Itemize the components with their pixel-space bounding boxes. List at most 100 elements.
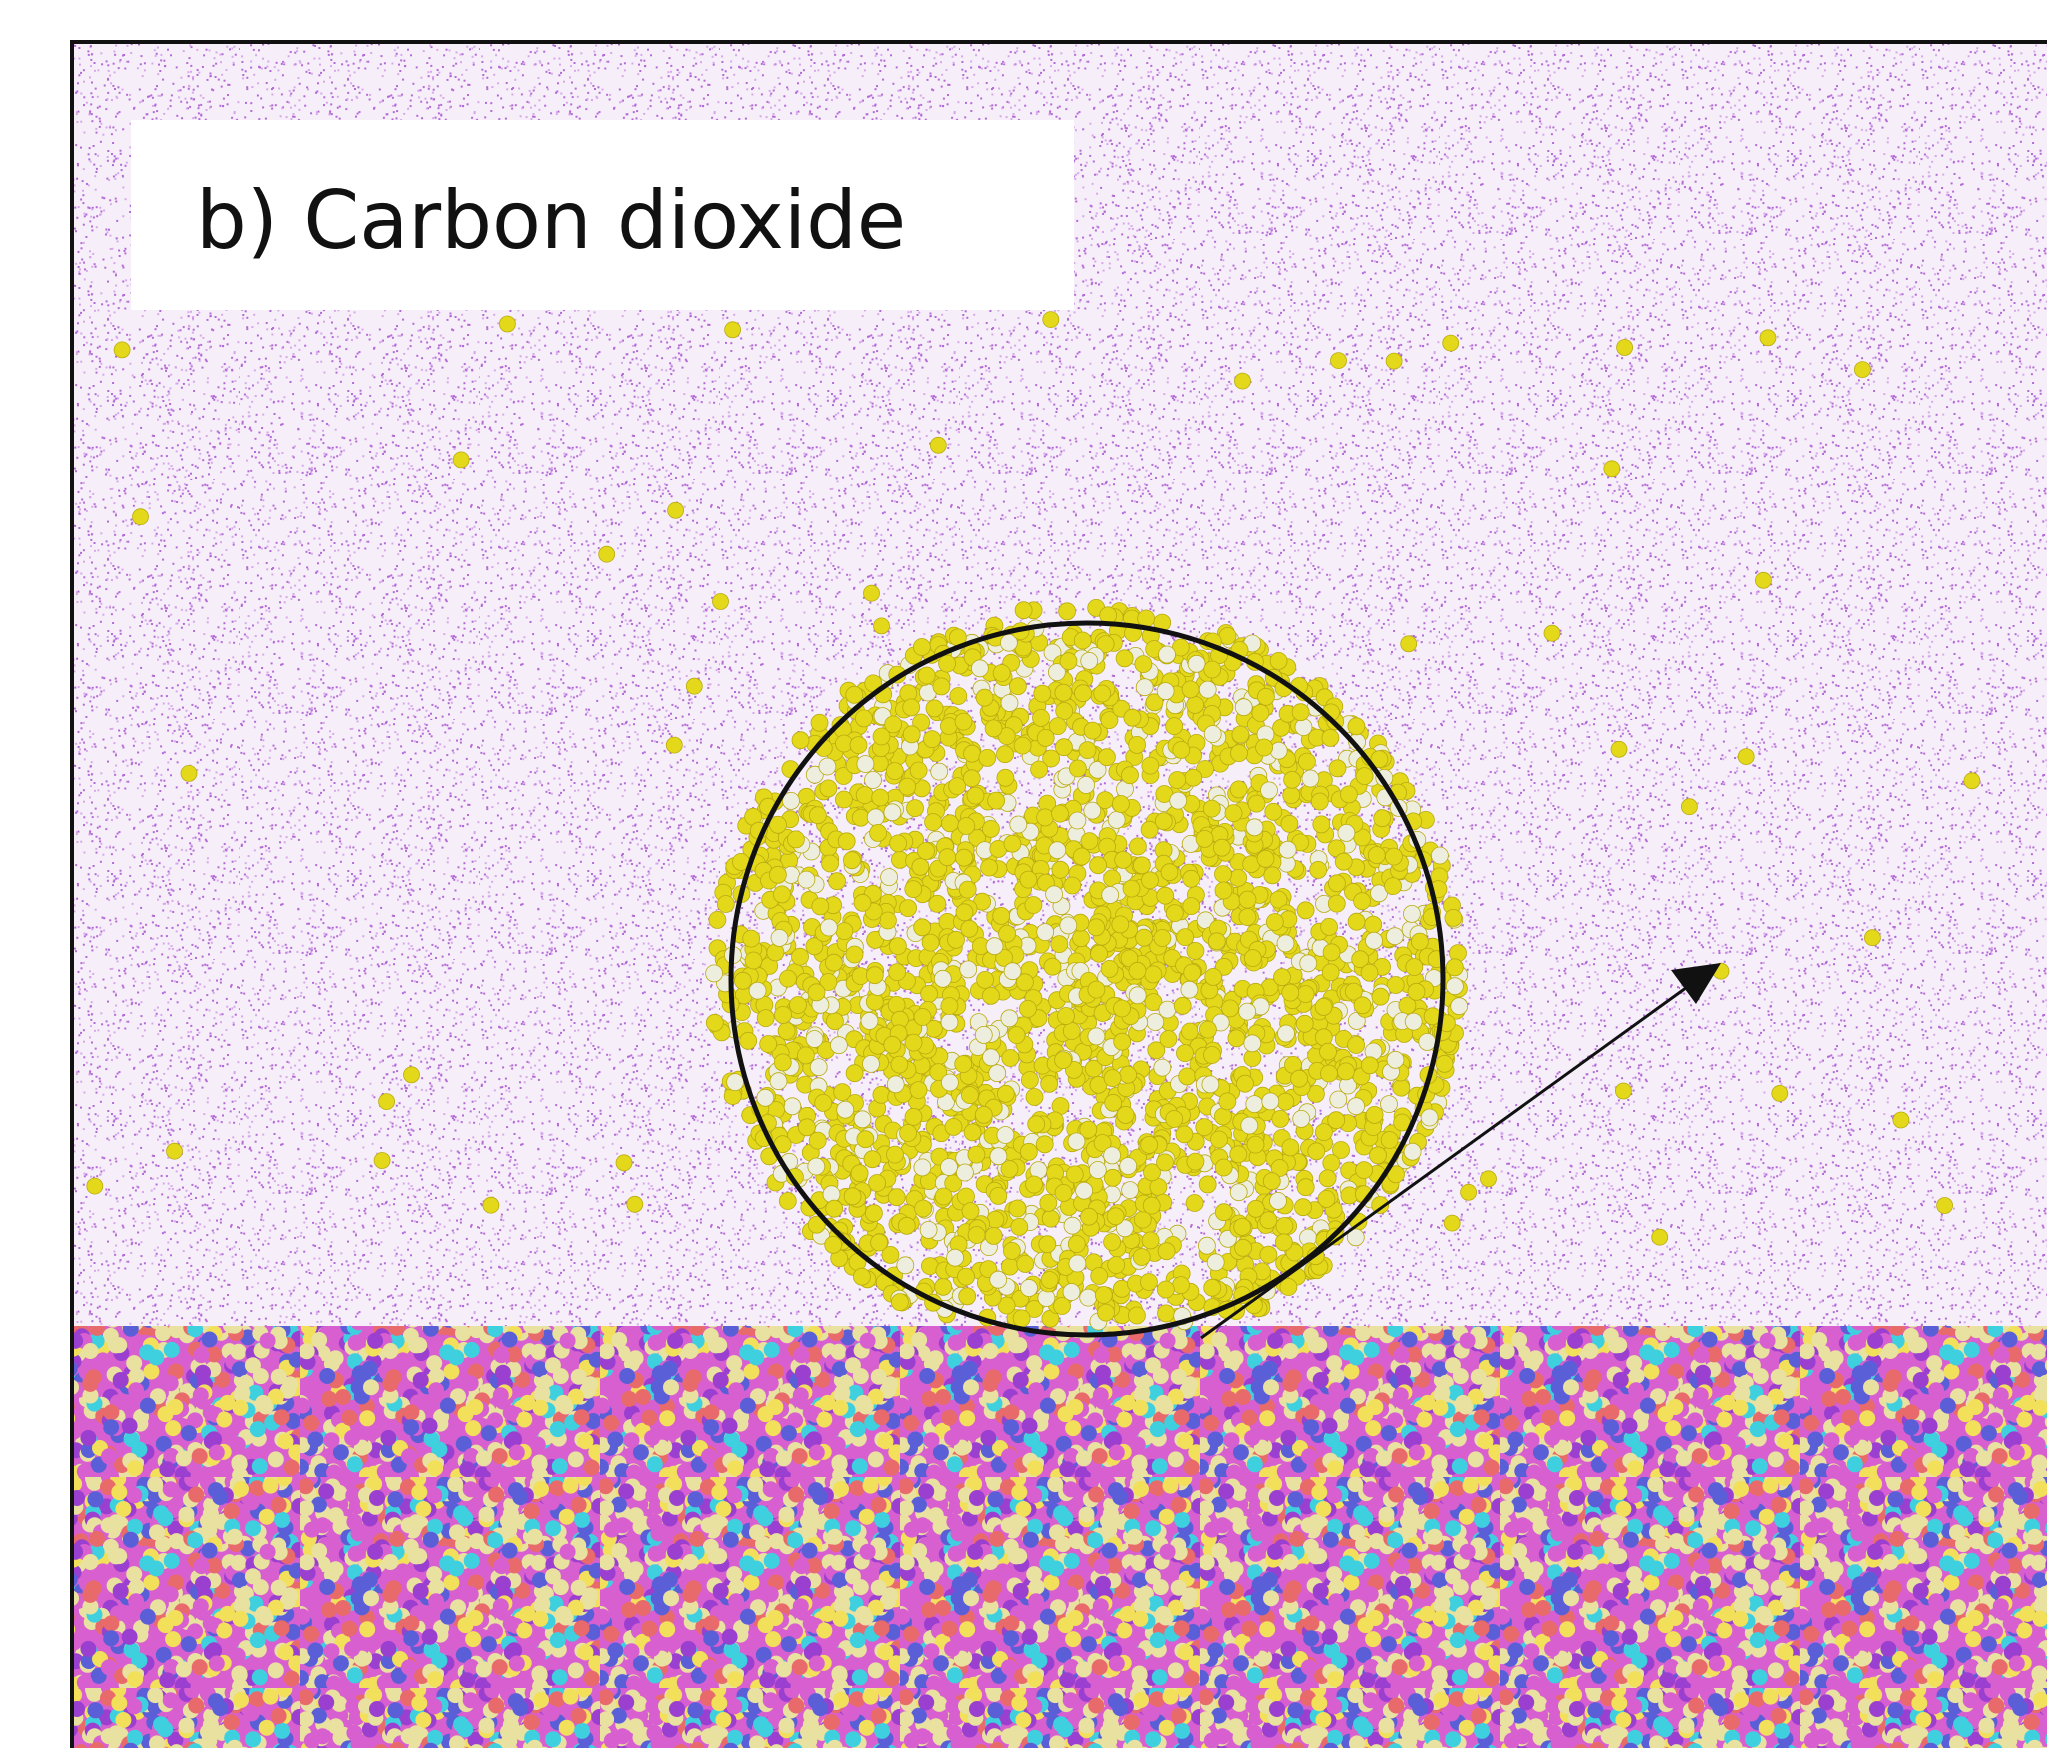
co2-molecule <box>941 998 958 1015</box>
co2-molecule <box>1001 1010 1018 1027</box>
co2-molecule <box>924 731 941 748</box>
co2-molecule <box>1179 1068 1196 1085</box>
co2-molecule <box>743 930 760 947</box>
co2-molecule <box>900 1125 917 1142</box>
free-co2 <box>666 737 682 753</box>
co2-molecule <box>1262 1093 1279 1110</box>
co2-molecule <box>1147 1014 1164 1031</box>
co2-molecule <box>985 720 1002 737</box>
co2-molecule <box>1385 878 1402 895</box>
co2-molecule <box>1173 741 1190 758</box>
co2-molecule <box>1097 792 1114 809</box>
simulation-snapshot: b) Carbon dioxide <box>0 0 2047 1748</box>
co2-molecule <box>1078 777 1095 794</box>
co2-molecule <box>1157 683 1174 700</box>
co2-molecule <box>1297 902 1314 919</box>
co2-molecule <box>1445 909 1462 926</box>
co2-molecule <box>871 1234 888 1251</box>
co2-molecule <box>1055 684 1072 701</box>
co2-molecule <box>1297 1179 1314 1196</box>
co2-molecule <box>1215 882 1232 899</box>
co2-molecule <box>1076 1182 1093 1199</box>
co2-molecule <box>822 855 839 872</box>
co2-molecule <box>784 1098 801 1115</box>
co2-molecule <box>820 919 837 936</box>
co2-molecule <box>1318 1190 1335 1207</box>
co2-molecule <box>1230 1146 1247 1163</box>
co2-molecule <box>939 655 956 672</box>
co2-molecule <box>869 1175 886 1192</box>
co2-molecule <box>1291 1070 1308 1087</box>
co2-molecule <box>1247 1136 1264 1153</box>
co2-molecule <box>861 1013 878 1030</box>
co2-molecule <box>1039 1236 1056 1253</box>
free-co2 <box>686 678 702 694</box>
co2-molecule <box>1064 1217 1081 1234</box>
co2-molecule <box>956 849 973 866</box>
co2-molecule <box>933 678 950 695</box>
co2-molecule <box>1232 726 1249 743</box>
co2-molecule <box>1270 1192 1287 1209</box>
co2-molecule <box>1114 1033 1131 1050</box>
co2-molecule <box>1129 736 1146 753</box>
co2-molecule <box>1338 824 1355 841</box>
co2-molecule <box>1320 1043 1337 1060</box>
co2-molecule <box>922 934 939 951</box>
co2-molecule <box>1184 964 1201 981</box>
co2-molecule <box>1102 887 1119 904</box>
co2-molecule <box>1015 602 1032 619</box>
co2-molecule <box>1211 1131 1228 1148</box>
co2-molecule <box>983 1049 1000 1066</box>
co2-molecule <box>1112 916 1129 933</box>
co2-molecule <box>1231 745 1248 762</box>
co2-molecule <box>1069 812 1086 829</box>
co2-molecule <box>891 1294 908 1311</box>
co2-molecule <box>872 789 889 806</box>
co2-molecule <box>1421 1109 1438 1126</box>
co2-molecule <box>1284 771 1301 788</box>
co2-molecule <box>1277 935 1294 952</box>
co2-molecule <box>1235 699 1252 716</box>
co2-molecule <box>918 667 935 684</box>
co2-molecule <box>709 911 726 928</box>
co2-molecule <box>1361 1057 1378 1074</box>
co2-molecule <box>1003 1242 1020 1259</box>
co2-molecule <box>806 1031 823 1048</box>
co2-molecule <box>956 1164 973 1181</box>
co2-molecule <box>912 858 929 875</box>
co2-molecule <box>1037 729 1054 746</box>
co2-molecule <box>1055 1184 1072 1201</box>
co2-molecule <box>899 778 916 795</box>
co2-molecule <box>1159 1001 1176 1018</box>
co2-molecule <box>1406 959 1423 976</box>
co2-molecule <box>884 804 901 821</box>
co2-molecule <box>1295 1199 1312 1216</box>
co2-molecule <box>812 898 829 915</box>
co2-molecule <box>1370 1147 1387 1164</box>
co2-molecule <box>1036 1136 1053 1153</box>
co2-molecule <box>1008 1027 1025 1044</box>
co2-molecule <box>925 814 942 831</box>
co2-molecule <box>989 1065 1006 1082</box>
co2-molecule <box>986 938 1003 955</box>
co2-molecule <box>873 1086 890 1103</box>
co2-molecule <box>1356 1162 1373 1179</box>
free-co2 <box>599 546 615 562</box>
co2-molecule <box>770 1073 787 1090</box>
co2-molecule <box>963 770 980 787</box>
co2-molecule <box>853 1268 870 1285</box>
co2-molecule <box>798 871 815 888</box>
co2-molecule <box>931 763 948 780</box>
co2-molecule <box>1270 652 1287 669</box>
co2-molecule <box>1108 811 1125 828</box>
free-co2 <box>483 1197 499 1213</box>
co2-molecule <box>1404 1143 1421 1160</box>
co2-molecule <box>825 954 842 971</box>
co2-molecule <box>935 1278 952 1295</box>
co2-molecule <box>1215 866 1232 883</box>
co2-molecule <box>1315 1124 1332 1141</box>
co2-molecule <box>1293 1110 1310 1127</box>
free-co2 <box>1611 741 1627 757</box>
co2-molecule <box>1257 688 1274 705</box>
co2-molecule <box>1174 997 1191 1014</box>
